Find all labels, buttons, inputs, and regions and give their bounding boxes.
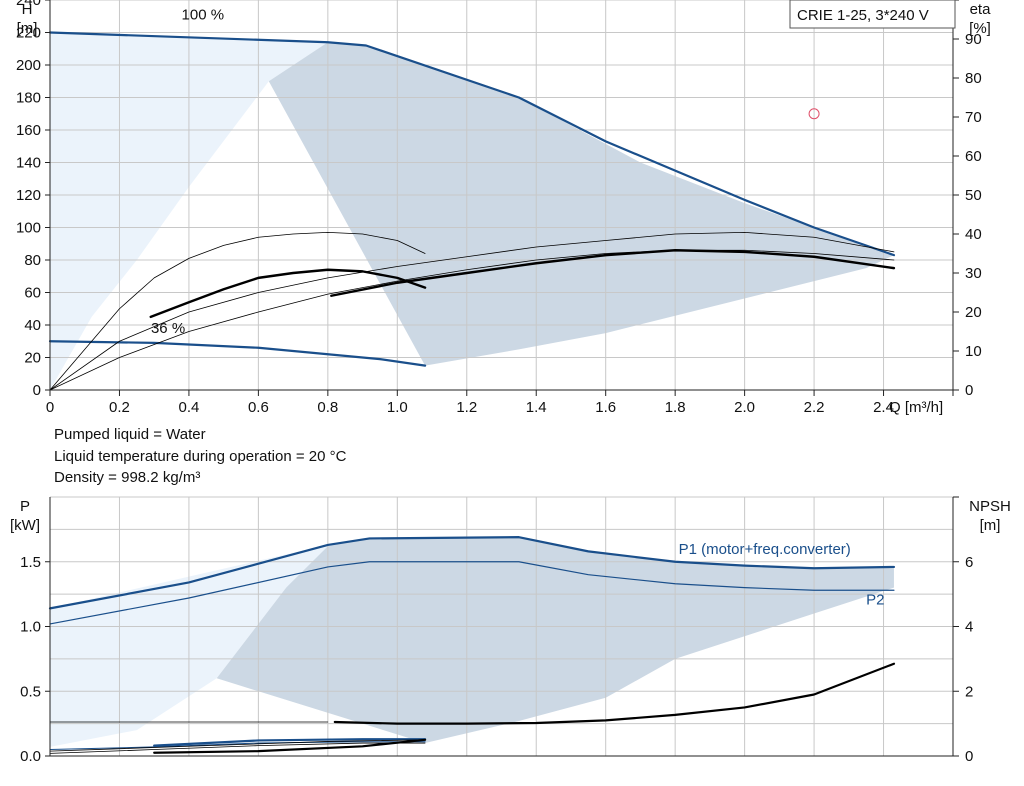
- power-npsh-y-tick-label: 0.0: [20, 748, 41, 765]
- head-efficiency-x-tick-label: 1.0: [387, 399, 408, 416]
- info-line-temperature: Liquid temperature during operation = 20…: [54, 448, 347, 465]
- head-efficiency-series-h-100: [48, 31, 896, 257]
- head-efficiency-x-tick-label: 2.0: [734, 399, 755, 416]
- head-efficiency-y2-tick-label: 20: [965, 304, 982, 321]
- head-efficiency-x-tick-label: 0.6: [248, 399, 269, 416]
- power-npsh-series-p1-36: [153, 738, 427, 747]
- head-efficiency-y-tick-label: 80: [24, 252, 41, 269]
- power-npsh-y2-tick-label: 2: [965, 683, 973, 700]
- head-efficiency-series-eta-curve-thin: [49, 249, 895, 391]
- curves-layer: [48, 31, 896, 754]
- npsh-axis-unit: [m]: [980, 517, 1001, 534]
- head-efficiency-series-eta-36: [49, 231, 426, 391]
- flow-axis-label: Q [m³/h]: [889, 399, 943, 416]
- head-efficiency-x-tick-label: 2.2: [804, 399, 825, 416]
- power-npsh-y2-tick-label: 4: [965, 619, 973, 636]
- power-axis-label: P: [20, 498, 30, 515]
- head-efficiency-y-tick-label: 180: [16, 90, 41, 107]
- head-efficiency-y2-tick-label: 0: [965, 382, 973, 399]
- head-axis-unit: [m]: [17, 20, 38, 37]
- head-efficiency-y-tick-label: 240: [16, 0, 41, 9]
- head-efficiency-y2-tick-label: 50: [965, 187, 982, 204]
- head-efficiency-y2-tick-label: 90: [965, 31, 982, 48]
- grid-layer: [49, 0, 954, 757]
- head-efficiency-y-tick-label: 200: [16, 57, 41, 74]
- power-axis-unit: [kW]: [10, 517, 40, 534]
- head-efficiency-dark-region: [268, 42, 894, 366]
- power-npsh-series-p2: [49, 561, 895, 625]
- head-efficiency-series-h-36: [48, 340, 427, 367]
- head-efficiency-x-tick-label: 0.2: [109, 399, 130, 416]
- head-efficiency-x-tick-label: 1.6: [595, 399, 616, 416]
- eta-axis-unit: [%]: [969, 20, 991, 37]
- head-efficiency-y-tick-label: 20: [24, 350, 41, 367]
- head-efficiency-x-tick-label: 0.8: [317, 399, 338, 416]
- npsh-axis-label: NPSH: [969, 498, 1011, 515]
- head-efficiency-series-eta-36-bold: [149, 268, 427, 319]
- head-efficiency-x-tick-label: 0.4: [178, 399, 199, 416]
- head-efficiency-y2-tick-label: 70: [965, 109, 982, 126]
- info-line-liquid: Pumped liquid = Water: [54, 426, 206, 443]
- power-npsh-series-p1-motor-freq-converter: [48, 536, 896, 610]
- head-efficiency-y2-tick-label: 40: [965, 226, 982, 243]
- head-efficiency-x-tick-label: 1.4: [526, 399, 547, 416]
- power-npsh-series-p2-36: [49, 741, 426, 751]
- power-npsh-series-npsh-thin-2: [49, 739, 426, 752]
- head-efficiency-y-tick-label: 120: [16, 187, 41, 204]
- info-line-density: Density = 998.2 kg/m³: [54, 469, 200, 486]
- head-efficiency-y2-tick-label: 30: [965, 265, 982, 282]
- text-layer: 0204060801001201401601802002202400102030…: [16, 0, 982, 765]
- head-axis-label: H: [22, 1, 33, 18]
- head-efficiency-y-tick-label: 40: [24, 317, 41, 334]
- power-npsh-series-npsh: [333, 662, 896, 725]
- head-efficiency-y-tick-label: 100: [16, 220, 41, 237]
- head-efficiency-y2-tick-label: 60: [965, 148, 982, 165]
- power-npsh-series-label-p2: P2: [866, 591, 884, 608]
- power-npsh-y2-tick-label: 6: [965, 554, 973, 571]
- power-npsh-y-tick-label: 1.0: [20, 619, 41, 636]
- power-npsh-light-region: [50, 537, 589, 747]
- head-efficiency-x-tick-label: 1.8: [665, 399, 686, 416]
- head-efficiency-x-tick-label: 0: [46, 399, 54, 416]
- head-efficiency-annotation-36: 36 %: [151, 320, 185, 337]
- head-efficiency-y2-tick-label: 80: [965, 70, 982, 87]
- head-efficiency-x-tick-label: 1.2: [456, 399, 477, 416]
- head-efficiency-operating-point-marker: [808, 108, 820, 120]
- power-npsh-series-label-p1-motor-freq-converter: P1 (motor+freq.converter): [679, 541, 851, 558]
- head-efficiency-series-eta-100: [49, 231, 895, 391]
- head-efficiency-y-tick-label: 60: [24, 285, 41, 302]
- axes-layer: [45, 0, 959, 757]
- eta-axis-label: eta: [970, 1, 992, 18]
- head-efficiency-y-tick-label: 160: [16, 122, 41, 139]
- power-npsh-y-tick-label: 1.5: [20, 554, 41, 571]
- head-efficiency-y-tick-label: 220: [16, 25, 41, 42]
- power-npsh-series-npsh-36: [153, 738, 427, 754]
- power-npsh-y-tick-label: 0.5: [20, 683, 41, 700]
- head-efficiency-series-eta-at-operating-point: [330, 249, 896, 297]
- power-npsh-y2-tick-label: 0: [965, 748, 973, 765]
- head-efficiency-y-tick-label: 140: [16, 155, 41, 172]
- model-title: CRIE 1-25, 3*240 V: [797, 7, 929, 24]
- model-title-box: [789, 0, 956, 29]
- head-efficiency-annotation-100: 100 %: [182, 7, 225, 24]
- head-efficiency-y2-tick-label: 10: [965, 343, 982, 360]
- head-efficiency-x-tick-label: 2.4: [873, 399, 894, 416]
- head-efficiency-y-tick-label: 0: [33, 382, 41, 399]
